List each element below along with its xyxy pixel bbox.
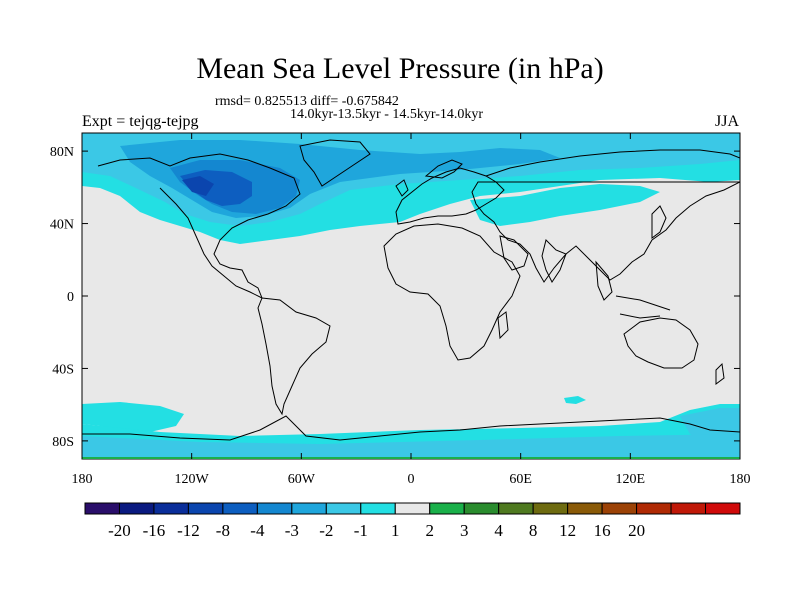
asia-cyan-lobe <box>470 184 660 226</box>
colorbar-swatch <box>670 502 707 515</box>
colorbar-swatch <box>394 502 431 515</box>
colorbar-swatch <box>463 502 500 515</box>
coastline-antarctica <box>82 415 740 441</box>
colorbar-swatch <box>187 502 224 515</box>
south-cyan-west <box>82 402 184 432</box>
colorbar-swatch <box>429 502 465 515</box>
coastline-japan <box>651 205 667 239</box>
x-tick-label: 180 <box>72 472 93 487</box>
colorbar-swatch <box>153 502 189 515</box>
north-america-darker-blue <box>182 176 214 196</box>
coastline-greenland <box>299 139 371 187</box>
colorbar-label: -20 <box>108 521 131 540</box>
coastlines <box>82 139 740 441</box>
experiment-label: Expt = tejqg-tejpg <box>82 113 199 130</box>
colorbar-swatch <box>118 502 155 515</box>
colorbar-swatch <box>291 502 327 515</box>
x-tick-label: 60E <box>509 472 532 487</box>
colorbar-swatch <box>498 502 534 515</box>
x-tick-label: 120W <box>175 472 210 487</box>
y-tick-label: 80N <box>50 145 74 160</box>
x-tick-label: 60W <box>288 472 316 487</box>
colorbar-label: -16 <box>143 521 166 540</box>
colorbar: -20 -16 -12 -8 -4 -3 -2 -1 1 2 3 4 8 12 16 20 <box>84 502 741 540</box>
coastline-australia <box>623 317 699 369</box>
colorbar-label: -4 <box>250 521 265 540</box>
colorbar-swatch <box>636 502 672 515</box>
colorbar-swatch <box>222 502 258 515</box>
colorbar-swatch <box>705 502 741 515</box>
x-tick-label: 180 <box>730 472 751 487</box>
colorbar-label: 3 <box>460 521 469 540</box>
coastline-uk <box>395 179 409 197</box>
colorbar-label: 1 <box>391 521 400 540</box>
season-label: JJA <box>715 113 740 130</box>
coastline-north-america-west <box>159 187 263 299</box>
y-tick-label: 80S <box>52 435 74 450</box>
x-tick-label: 0 <box>408 472 415 487</box>
colorbar-label: -12 <box>177 521 200 540</box>
coastline-madagascar <box>497 311 509 340</box>
colorbar-swatch <box>567 502 603 515</box>
y-axis: 80N 40N 0 40S 80S <box>50 145 740 450</box>
coastline-europe <box>395 167 505 225</box>
colorbar-swatch <box>601 502 638 515</box>
map-title: Mean Sea Level Pressure (in hPa) <box>196 52 604 85</box>
x-axis: 180 120W 60W 0 60E 120E 180 <box>72 133 751 487</box>
colorbar-label: -8 <box>216 521 230 540</box>
coastline-southeast-asia <box>595 260 671 319</box>
colorbar-swatch <box>84 502 120 515</box>
y-tick-label: 40S <box>52 362 74 377</box>
coastline-alaska-canada <box>97 153 301 299</box>
colorbar-label: 4 <box>494 521 503 540</box>
coastline-south-america <box>257 297 331 416</box>
coastline-new-zealand <box>715 362 725 385</box>
colorbar-label: -3 <box>285 521 299 540</box>
coastline-africa <box>383 223 521 361</box>
colorbar-swatch <box>325 502 362 515</box>
colorbar-label: 8 <box>529 521 538 540</box>
coastline-arabia <box>499 235 529 271</box>
pressure-field <box>82 133 740 459</box>
y-tick-label: 0 <box>67 290 74 305</box>
colorbar-label: 12 <box>559 521 576 540</box>
coastline-india <box>541 239 567 283</box>
colorbar-label: 16 <box>594 521 611 540</box>
colorbar-swatch <box>256 502 293 515</box>
colorbar-label: -1 <box>354 521 368 540</box>
coastline-scandinavia <box>424 159 463 179</box>
y-tick-label: 40N <box>50 218 74 233</box>
colorbar-label: -2 <box>319 521 333 540</box>
south-cyan-core <box>82 434 740 459</box>
southern-ocean-patch <box>564 396 586 404</box>
colorbar-label: 2 <box>425 521 434 540</box>
period-line: 14.0kyr-13.5kyr - 14.5kyr-14.0kyr <box>290 107 484 122</box>
colorbar-swatch <box>532 502 569 515</box>
stats-line: rmsd= 0.825513 diff= -0.675842 <box>215 94 399 109</box>
coastline-asia <box>471 149 740 283</box>
colorbar-swatch <box>360 502 396 515</box>
x-tick-label: 120E <box>616 472 646 487</box>
colorbar-label: 20 <box>628 521 645 540</box>
